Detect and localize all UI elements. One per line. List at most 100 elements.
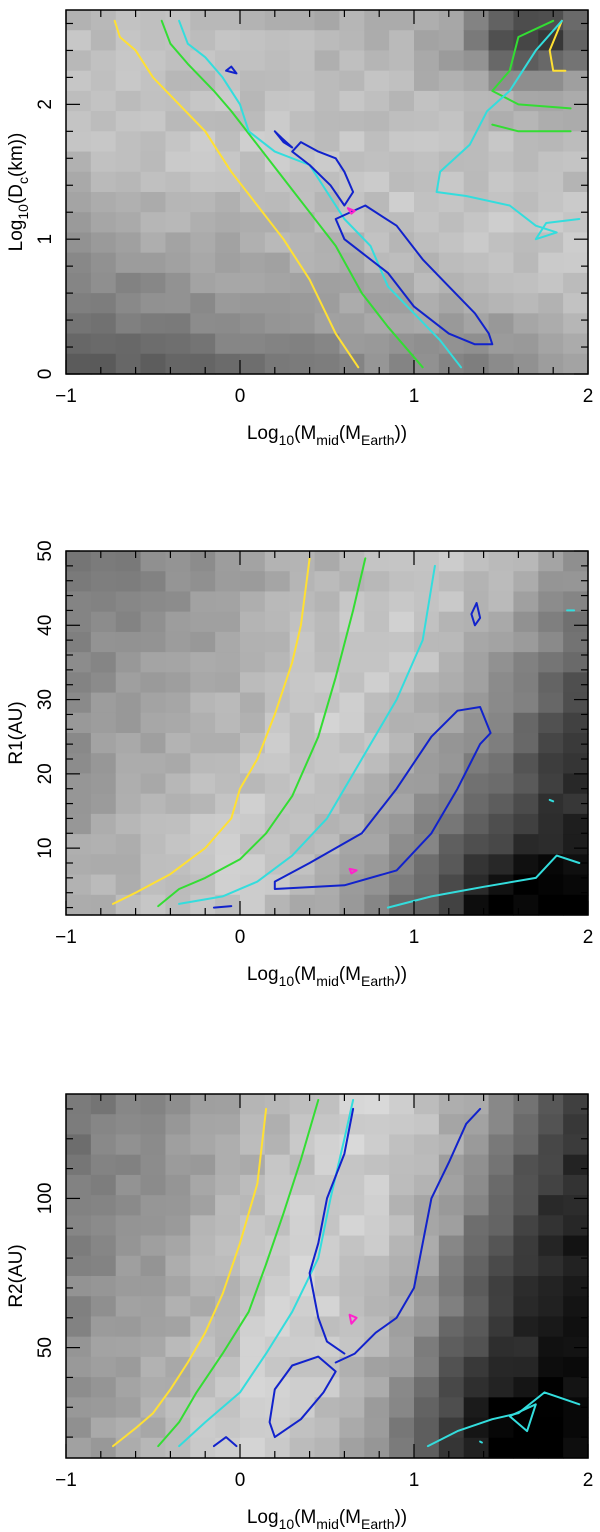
heatmap-cell: [66, 1255, 92, 1277]
heatmap-cell: [389, 1174, 415, 1196]
heatmap-cell: [513, 111, 539, 132]
heatmap-cell: [66, 611, 92, 633]
heatmap-cell: [289, 353, 316, 375]
heatmap-cell: [438, 712, 465, 734]
heatmap-cell: [190, 591, 216, 613]
heatmap-cell: [513, 631, 539, 653]
heatmap-cell: [165, 151, 191, 173]
heatmap-cell: [264, 212, 291, 234]
heatmap-cell: [289, 1417, 316, 1439]
heatmap-cell: [364, 712, 390, 734]
heatmap-cell: [463, 551, 490, 572]
heatmap-cell: [190, 1356, 216, 1378]
heatmap-cell: [364, 1114, 390, 1136]
heatmap-cell: [264, 1235, 291, 1257]
heatmap-cell: [90, 293, 117, 314]
heatmap-cell: [438, 192, 465, 213]
heatmap-cell: [115, 1114, 142, 1136]
heatmap-cell: [140, 212, 167, 234]
heatmap-cell: [463, 672, 490, 694]
heatmap-cell: [488, 1336, 515, 1358]
heatmap-cell: [389, 834, 415, 855]
heatmap-cell: [488, 611, 515, 633]
heatmap-cell: [165, 1154, 191, 1176]
heatmap-cell: [438, 30, 465, 52]
heatmap-cell: [538, 652, 564, 673]
heatmap-cell: [364, 293, 390, 314]
heatmap-cell: [190, 50, 216, 72]
contour-line: [386, 854, 581, 909]
heatmap-cell: [190, 252, 216, 274]
heatmap-cell: [240, 1417, 266, 1439]
heatmap-cell: [140, 854, 167, 876]
heatmap-cell: [488, 111, 515, 132]
heatmap-cell: [264, 611, 291, 633]
heatmap-cell: [414, 171, 440, 193]
heatmap-cell: [364, 1296, 390, 1318]
heatmap-cell: [314, 894, 341, 916]
heatmap-cell: [538, 854, 564, 876]
heatmap-cell: [364, 854, 390, 876]
heatmap-cell: [215, 631, 241, 653]
heatmap-cell: [463, 1255, 490, 1277]
heatmap-cell: [463, 10, 490, 31]
heatmap-cell: [538, 293, 564, 314]
heatmap-cell: [438, 1316, 465, 1338]
heatmap-cell: [463, 692, 490, 714]
heatmap-cell: [165, 692, 191, 714]
heatmap-cell: [488, 571, 515, 593]
heatmap-cell: [414, 1195, 440, 1216]
heatmap-cell: [289, 50, 316, 72]
heatmap-cell: [66, 232, 92, 254]
heatmap-cell: [240, 692, 266, 714]
axis-ticks: [65, 1094, 589, 1458]
heatmap-cell: [538, 111, 564, 132]
heatmap-cell: [215, 333, 241, 355]
heatmap-cell: [364, 1094, 390, 1115]
heatmap-cell: [339, 834, 365, 855]
heatmap-cell: [538, 313, 564, 335]
heatmap-cell: [463, 1134, 490, 1156]
heatmap-cell: [389, 171, 415, 193]
heatmap-cell: [90, 1215, 117, 1237]
heatmap-cell: [414, 353, 440, 375]
heatmap-cell: [563, 111, 589, 132]
heatmap-cell: [513, 192, 539, 213]
heatmap-cell: [538, 1154, 564, 1176]
heatmap-cell: [165, 252, 191, 274]
heatmap-cell: [264, 192, 291, 213]
heatmap-cell: [463, 131, 490, 153]
heatmap-cell: [165, 1356, 191, 1378]
heatmap-cell: [513, 353, 539, 375]
heatmap-cell: [438, 652, 465, 673]
heatmap-cell: [513, 1255, 539, 1277]
heatmap-cell: [563, 1397, 589, 1419]
heatmap-cell: [488, 50, 515, 72]
heatmap-cell: [364, 793, 390, 815]
heatmap-cell: [438, 591, 465, 613]
heatmap-cell: [463, 773, 490, 795]
heatmap-cell: [314, 90, 341, 112]
heatmap-cell: [66, 591, 92, 613]
heatmap-cell: [215, 894, 241, 916]
heatmap-cell: [513, 571, 539, 593]
heatmap-cell: [538, 733, 564, 754]
heatmap-cell: [339, 10, 365, 31]
axis-ticks: [65, 10, 589, 375]
heatmap-cell: [264, 353, 291, 375]
heatmap-cell: [563, 773, 589, 795]
heatmap-cell: [538, 171, 564, 193]
heatmap-cell: [339, 692, 365, 714]
heatmap-cell: [538, 353, 564, 375]
heatmap-cell: [215, 712, 241, 734]
heatmap-cell: [66, 1276, 92, 1297]
heatmap-cell: [389, 313, 415, 335]
heatmap-cell: [364, 894, 390, 916]
heatmap-cell: [339, 813, 365, 835]
heatmap-cell: [66, 793, 92, 815]
heatmap-cell: [190, 834, 216, 855]
heatmap-cell: [115, 551, 142, 572]
heatmap-cell: [66, 854, 92, 876]
heatmap-cell: [165, 1437, 191, 1459]
